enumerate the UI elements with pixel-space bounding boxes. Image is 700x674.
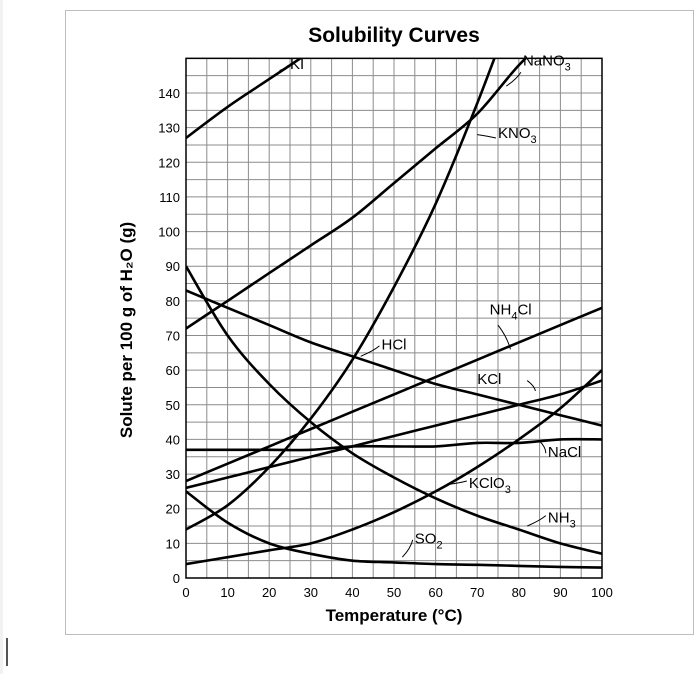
label-leader-line — [526, 515, 547, 527]
label-leader-line — [497, 324, 511, 350]
chart-card — [65, 10, 694, 635]
label-leader-line — [401, 539, 414, 558]
y-tick-label: 140 — [158, 86, 180, 101]
y-tick-label: 120 — [158, 155, 180, 170]
y-tick-label: 30 — [166, 467, 180, 482]
series-line-so — [186, 490, 602, 569]
x-tick-label: 100 — [591, 585, 613, 600]
curve-label: KCl — [477, 371, 501, 388]
series-line-nano — [186, 58, 528, 330]
y-tick-label: 80 — [166, 294, 180, 309]
x-tick-label: 30 — [304, 585, 318, 600]
curve-label: NH3 — [548, 510, 576, 531]
x-tick-label: 0 — [182, 585, 189, 600]
y-tick-label: 0 — [173, 571, 180, 586]
y-tick-label: 110 — [159, 190, 180, 205]
chart-title: Solubility Curves — [308, 24, 480, 47]
chart-series — [186, 58, 602, 569]
y-tick-label: 10 — [166, 536, 180, 551]
x-tick-labels: 0 10 20 30 40 50 60 70 80 90 100 — [182, 585, 612, 600]
series-line-kcl — [186, 379, 602, 490]
x-tick-label: 60 — [428, 585, 442, 600]
x-tick-label: 90 — [553, 585, 567, 600]
series-line-nacl — [186, 437, 602, 452]
series-line-nh — [186, 265, 602, 556]
x-tick-label: 70 — [470, 585, 484, 600]
label-leader-line — [539, 440, 547, 454]
curve-label: KNO3 — [498, 125, 537, 146]
y-tick-labels: 0 10 20 30 40 50 60 70 80 90 100 110 120 130 140 — [158, 86, 180, 586]
series-line-ki — [186, 58, 303, 140]
y-tick-label: 90 — [166, 259, 180, 274]
curve-label: SO2 — [415, 530, 443, 551]
x-tick-label: 50 — [387, 585, 401, 600]
label-leader-line — [477, 134, 497, 139]
x-tick-label: 20 — [262, 585, 276, 600]
series-line-kclo — [186, 369, 602, 566]
y-axis-label: Solute per 100 g of H₂O (g) — [117, 222, 136, 438]
curve-label: HCl — [382, 336, 407, 353]
series-line-kno — [186, 58, 496, 531]
x-tick-label: 10 — [220, 585, 234, 600]
series-line-hcl — [186, 289, 602, 427]
curve-label: KClO3 — [469, 475, 511, 496]
y-tick-label: 130 — [158, 121, 180, 136]
y-tick-label: 60 — [166, 363, 180, 378]
y-tick-label: 40 — [166, 432, 180, 447]
label-leader-line — [448, 480, 467, 485]
y-tick-label: 50 — [166, 398, 180, 413]
curve-label: NaCl — [548, 444, 581, 461]
curve-label: KI — [290, 56, 304, 73]
label-leaders — [279, 65, 547, 558]
text-cursor — [6, 638, 8, 666]
curve-label: NH4Cl — [490, 302, 532, 323]
label-leader-line — [526, 380, 536, 392]
y-tick-label: 20 — [166, 502, 180, 517]
window-left-edge — [0, 0, 3, 674]
curve-labels: KI NaNO3 KNO3 NH4Cl HCl KCl NaCl KClO3 NH3 SO2 — [290, 52, 581, 551]
label-leader-line — [279, 65, 289, 71]
series-line-nhcl — [186, 306, 602, 483]
plot-frame — [185, 57, 603, 579]
label-leader-line — [506, 71, 522, 87]
y-tick-label: 70 — [166, 329, 180, 344]
x-tick-label: 80 — [512, 585, 526, 600]
label-leader-line — [360, 345, 380, 357]
curve-label: NaNO3 — [523, 52, 571, 73]
chart-grid — [185, 57, 603, 579]
y-tick-label: 100 — [158, 225, 180, 240]
x-tick-label: 40 — [345, 585, 359, 600]
x-axis-label: Temperature (°C) — [326, 606, 463, 625]
